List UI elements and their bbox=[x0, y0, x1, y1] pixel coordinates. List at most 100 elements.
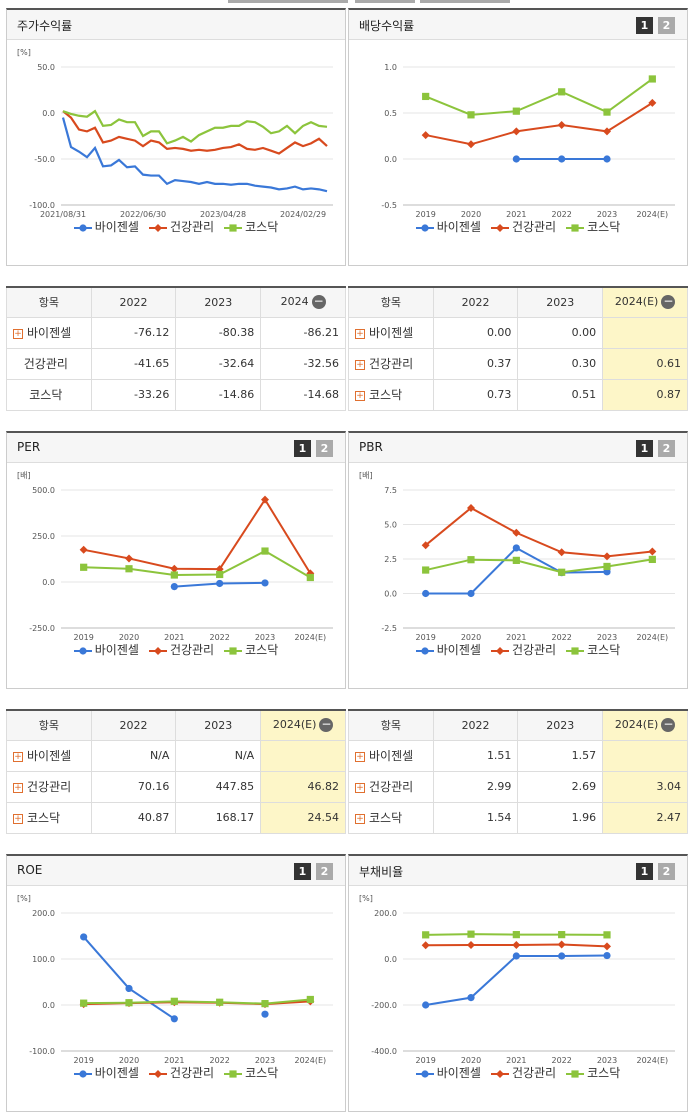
expand-icon[interactable]: + bbox=[355, 782, 365, 793]
legend-label: 코스닥 bbox=[587, 643, 621, 657]
data-point-1 bbox=[421, 131, 430, 140]
row-label[interactable]: + 바이젠셀 bbox=[6, 316, 92, 349]
data-point-1 bbox=[648, 547, 657, 556]
expand-icon[interactable]: + bbox=[355, 751, 365, 762]
series-line-1 bbox=[425, 506, 653, 558]
legend-item[interactable]: 바이젠셀 bbox=[415, 1066, 481, 1080]
period-button-1[interactable]: 1 bbox=[636, 440, 653, 457]
legend-item[interactable]: 바이젠셀 bbox=[73, 220, 139, 234]
x-tick-label: 2020 bbox=[461, 210, 481, 219]
legend-item[interactable]: 코스닥 bbox=[224, 1066, 278, 1080]
table-cell: 1.57 bbox=[517, 739, 604, 772]
table-cell: -80.38 bbox=[175, 316, 262, 349]
legend-item[interactable]: 건강관리 bbox=[148, 220, 214, 234]
data-point-1 bbox=[306, 569, 315, 578]
y-tick-label: 200.0 bbox=[32, 909, 55, 918]
period-button-2[interactable]: 2 bbox=[316, 863, 333, 880]
expand-icon[interactable]: + bbox=[13, 328, 23, 339]
period-button-2[interactable]: 2 bbox=[316, 440, 333, 457]
row-label[interactable]: + 건강관리 bbox=[6, 770, 92, 803]
period-button-1[interactable]: 1 bbox=[294, 440, 311, 457]
column-header: 2024(E) − bbox=[602, 709, 688, 741]
table-cell: 447.85 bbox=[175, 770, 262, 803]
period-button-2[interactable]: 2 bbox=[658, 17, 675, 34]
legend-label: 건강관리 bbox=[511, 643, 557, 657]
legend-item[interactable]: 건강관리 bbox=[490, 220, 556, 234]
expand-icon[interactable]: + bbox=[355, 813, 365, 824]
table-cell: 40.87 bbox=[90, 801, 177, 834]
row-label[interactable]: + 바이젠셀 bbox=[6, 739, 92, 772]
period-button-2[interactable]: 2 bbox=[658, 440, 675, 457]
row-label[interactable]: + 코스닥 bbox=[348, 378, 434, 411]
expand-icon[interactable]: + bbox=[355, 328, 365, 339]
legend-item[interactable]: 바이젠셀 bbox=[415, 643, 481, 657]
row-label[interactable]: 건강관리 bbox=[6, 347, 92, 380]
data-point-0 bbox=[512, 155, 520, 163]
series-line-0 bbox=[425, 954, 608, 1006]
legend-item[interactable]: 코스닥 bbox=[224, 643, 278, 657]
series-line-0 bbox=[61, 117, 328, 193]
column-header: 2023 bbox=[517, 709, 604, 741]
data-point-2 bbox=[422, 566, 430, 574]
row-label[interactable]: + 바이젠셀 bbox=[348, 739, 434, 772]
table-row: + 바이젠셀 1.51 1.57 bbox=[348, 739, 688, 772]
expand-icon[interactable]: + bbox=[355, 390, 365, 401]
x-tick-label: 2021 bbox=[164, 633, 184, 642]
series-line-2 bbox=[62, 109, 328, 145]
column-header: 2024− bbox=[260, 286, 346, 318]
legend-item[interactable]: 건강관리 bbox=[490, 643, 557, 657]
table-cell: 3.04 bbox=[602, 770, 688, 803]
legend-item[interactable]: 건강관리 bbox=[148, 1066, 214, 1080]
x-tick-label: 2024(E) bbox=[295, 633, 327, 642]
data-point-2 bbox=[603, 562, 611, 571]
table-cell: -41.65 bbox=[90, 347, 177, 380]
row-label[interactable]: + 건강관리 bbox=[348, 770, 434, 803]
data-point-2 bbox=[170, 571, 178, 579]
period-button-2[interactable]: 2 bbox=[658, 863, 675, 880]
row-label[interactable]: + 바이젠셀 bbox=[348, 316, 434, 349]
legend-item[interactable]: 코스닥 bbox=[566, 1066, 620, 1080]
row-label[interactable]: + 코스닥 bbox=[348, 801, 434, 834]
column-header: 2022 bbox=[432, 709, 519, 741]
legend-item[interactable]: 코스닥 bbox=[566, 220, 620, 234]
period-button-1[interactable]: 1 bbox=[636, 17, 653, 34]
legend-item[interactable]: 바이젠셀 bbox=[73, 643, 139, 657]
collapse-icon[interactable]: − bbox=[319, 717, 334, 733]
data-point-2 bbox=[306, 573, 314, 582]
table-row: + 바이젠셀 -76.12 -80.38 -86.21 bbox=[6, 316, 346, 349]
period-button-1[interactable]: 1 bbox=[294, 863, 311, 880]
table-cell: 70.16 bbox=[90, 770, 177, 803]
legend-item[interactable]: 코스닥 bbox=[566, 643, 620, 657]
expand-icon[interactable]: + bbox=[13, 751, 23, 762]
panel-title: 부채비율 bbox=[359, 865, 404, 879]
row-label[interactable]: 코스닥 bbox=[6, 378, 92, 411]
legend-item[interactable]: 코스닥 bbox=[224, 220, 278, 234]
x-tick-label: 2019 bbox=[415, 633, 435, 642]
pbr-panel: PBR 1 2 [배] 7.5 5.0 2.5 0.0 -2.5 2019 2020 2021 2… bbox=[348, 431, 688, 689]
legend-item[interactable]: 건강관리 bbox=[148, 643, 214, 657]
collapse-icon[interactable]: − bbox=[661, 717, 676, 733]
expand-icon[interactable]: + bbox=[13, 813, 23, 824]
table-cell: 0.00 bbox=[517, 316, 604, 349]
table-row: + 건강관리 2.99 2.69 3.04 bbox=[348, 770, 688, 803]
panel-header: 주가수익률 bbox=[7, 10, 345, 40]
legend-item[interactable]: 바이젠셀 bbox=[415, 220, 481, 234]
legend-item[interactable]: 건강관리 bbox=[490, 1066, 556, 1080]
expand-icon[interactable]: + bbox=[355, 359, 365, 370]
row-label[interactable]: + 코스닥 bbox=[6, 801, 92, 834]
collapse-icon[interactable]: − bbox=[311, 294, 326, 310]
column-header: 2023 bbox=[175, 286, 262, 318]
data-point-2 bbox=[216, 570, 224, 579]
data-point-0 bbox=[80, 933, 88, 941]
period-button-1[interactable]: 1 bbox=[636, 863, 653, 880]
pbr-chart: [배] 7.5 5.0 2.5 0.0 -2.5 2019 2020 2021 2022 2023 2… bbox=[359, 471, 675, 642]
x-tick-label: 2019 bbox=[415, 210, 435, 219]
row-label[interactable]: + 건강관리 bbox=[348, 347, 434, 380]
expand-icon[interactable]: + bbox=[13, 782, 23, 793]
data-point-2 bbox=[125, 999, 133, 1007]
x-tick-label: 2020 bbox=[119, 633, 139, 642]
legend-item[interactable]: 바이젠셀 bbox=[73, 1066, 139, 1080]
data-point-1 bbox=[603, 552, 611, 561]
table-cell: N/A bbox=[90, 739, 177, 772]
collapse-icon[interactable]: − bbox=[661, 294, 676, 310]
